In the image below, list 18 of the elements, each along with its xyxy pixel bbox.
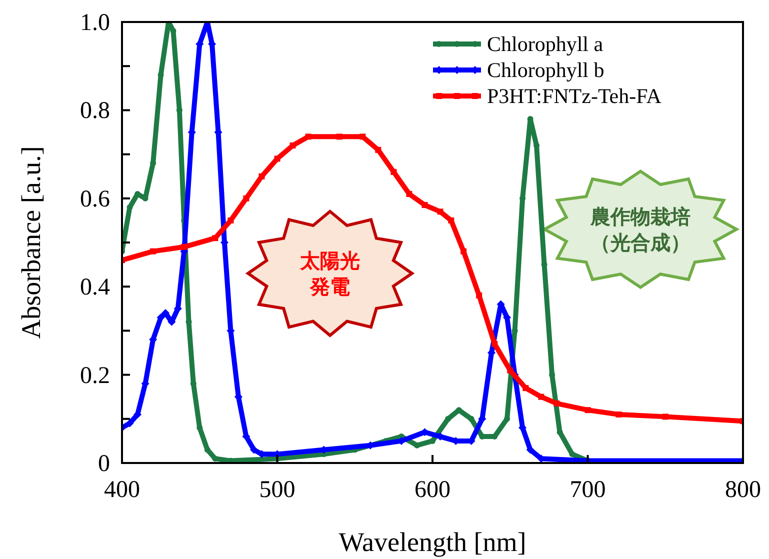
legend-label: Chlorophyll b xyxy=(487,58,604,82)
legend-label: Chlorophyll a xyxy=(487,32,604,56)
y-tick-label: 1.0 xyxy=(80,10,110,36)
x-tick-label: 800 xyxy=(725,477,761,503)
annotation: 太陽光発電 xyxy=(299,250,360,298)
x-tick-label: 400 xyxy=(104,477,140,503)
x-tick-label: 700 xyxy=(570,477,606,503)
y-tick-label: 0.8 xyxy=(80,98,110,124)
y-axis-title: Absorbance [a.u.] xyxy=(16,146,46,339)
y-tick-label: 0.6 xyxy=(80,186,110,212)
annotation: 農作物栽培（光合成） xyxy=(590,205,691,254)
y-tick-label: 0 xyxy=(98,451,110,477)
legend-label: P3HT:FNTz-Teh-FA xyxy=(487,84,662,108)
y-tick-label: 0.2 xyxy=(80,362,110,389)
y-tick-label: 0.4 xyxy=(80,274,110,301)
x-tick-label: 600 xyxy=(414,477,450,503)
x-axis-title: Wavelength [nm] xyxy=(338,527,526,557)
x-tick-label: 500 xyxy=(259,477,296,503)
